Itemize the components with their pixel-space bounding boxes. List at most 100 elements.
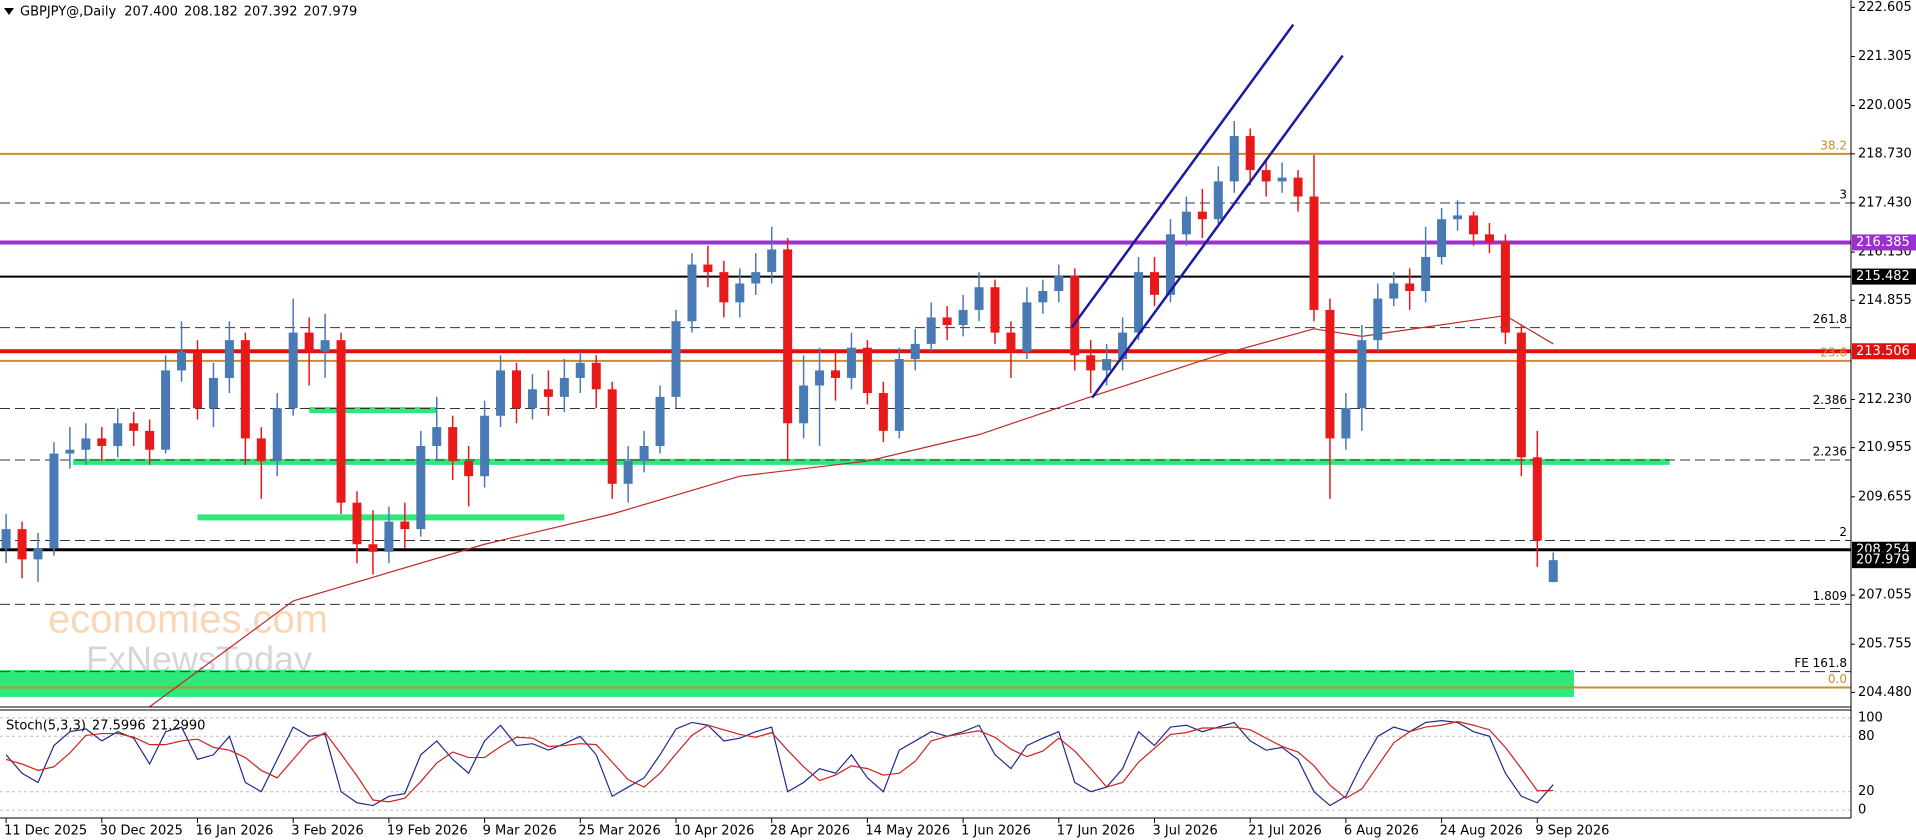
- candle-body: [735, 283, 745, 303]
- candle-body: [81, 438, 91, 450]
- candle-body: [17, 529, 27, 560]
- stoch-tick-label: 80: [1858, 729, 1875, 744]
- candle-body: [1213, 181, 1223, 220]
- stoch-line: [5, 720, 1554, 803]
- candle-body: [1293, 177, 1303, 197]
- stoch-line: [5, 720, 1554, 807]
- candle-body: [1469, 215, 1478, 235]
- candle-body: [559, 377, 569, 397]
- price-tag: [1852, 234, 1916, 251]
- candle-body: [1548, 560, 1558, 583]
- candle-body: [97, 438, 107, 446]
- candle-body: [448, 427, 458, 462]
- candle-body: [990, 287, 1000, 333]
- stoch-tick-label: 20: [1858, 784, 1875, 799]
- y-tick-label: 217.430: [1858, 195, 1912, 210]
- candle-body: [607, 389, 617, 484]
- level-label: 0.0: [1828, 672, 1847, 686]
- candle-body: [799, 385, 809, 424]
- x-tick-label: 14 May 2026: [865, 824, 950, 839]
- level-label: 38.2: [1820, 138, 1847, 152]
- candle-body: [831, 370, 840, 378]
- candle-body: [719, 272, 729, 303]
- candle-body: [512, 370, 521, 409]
- mid-layer: [1, 23, 1558, 807]
- candle-body: [145, 430, 155, 450]
- candle-body: [336, 340, 346, 503]
- level-label: FE 161.8: [1794, 656, 1847, 670]
- stoch-tick-label: 0: [1858, 803, 1866, 818]
- candle-body: [1134, 272, 1144, 333]
- level-label: 1.809: [1813, 589, 1847, 603]
- candle-body: [878, 393, 888, 431]
- x-tick-label: 6 Aug 2026: [1344, 824, 1419, 839]
- candle-body: [1102, 359, 1112, 371]
- candle-body: [1261, 170, 1271, 182]
- candle-body: [1532, 457, 1542, 541]
- candle-body: [1389, 283, 1399, 299]
- candle-body: [1309, 196, 1319, 310]
- level-label: 23.6: [1820, 345, 1847, 359]
- trendline: [1091, 54, 1344, 399]
- close-tag-label: 207.979: [1856, 553, 1910, 568]
- candle-body: [432, 427, 442, 446]
- candle-body: [1070, 275, 1080, 356]
- candle-body: [1453, 215, 1463, 220]
- candle-body: [256, 438, 266, 462]
- watermark: economies.com: [48, 598, 328, 642]
- x-tick-label: 16 Jan 2026: [196, 824, 274, 839]
- candle-body: [496, 370, 506, 416]
- candle-body: [161, 370, 171, 450]
- candle-body: [1054, 275, 1064, 292]
- y-tick-label: 209.655: [1858, 489, 1912, 504]
- x-tick-label: 9 Mar 2026: [483, 824, 557, 839]
- candle-body: [703, 264, 713, 273]
- y-tick-label: 207.055: [1858, 588, 1912, 603]
- candle-body: [1484, 234, 1494, 242]
- stoch-header-value: 27.5996: [92, 719, 146, 734]
- candle-body: [400, 521, 410, 530]
- price-tag-label: 215.482: [1856, 269, 1910, 284]
- level-label: 261.8: [1813, 312, 1847, 326]
- level-label: 2: [1839, 525, 1847, 539]
- x-tick-label: 28 Apr 2026: [770, 824, 850, 839]
- candle-body: [1405, 283, 1415, 292]
- chart-title: GBPJPY@,Daily: [20, 5, 116, 20]
- x-tick-label: 3 Feb 2026: [291, 824, 364, 839]
- candle-body: [671, 321, 681, 397]
- close-tag: [1852, 552, 1916, 569]
- x-tick-label: 3 Jul 2026: [1153, 824, 1218, 839]
- candle-body: [1245, 136, 1255, 171]
- candle-body: [320, 340, 330, 352]
- x-tick-label: 24 Aug 2026: [1440, 824, 1523, 839]
- y-tick-label: 204.480: [1858, 685, 1912, 700]
- candle-body: [304, 332, 314, 352]
- candle-body: [910, 343, 920, 360]
- candle-body: [1341, 408, 1351, 439]
- candle-body: [177, 351, 187, 371]
- candle-body: [591, 362, 601, 390]
- candle-body: [352, 502, 362, 545]
- y-tick-label: 205.755: [1858, 637, 1912, 652]
- x-tick-label: 11 Dec 2025: [4, 824, 87, 839]
- x-tick-label: 25 Mar 2026: [578, 824, 660, 839]
- candle-body: [272, 408, 282, 462]
- candle-body: [65, 449, 75, 454]
- candle-body: [1165, 234, 1175, 295]
- x-tick-label: 1 Jun 2026: [961, 824, 1031, 839]
- price-tag: [1852, 268, 1916, 285]
- candle-body: [846, 347, 856, 378]
- candle-body: [862, 347, 872, 394]
- candle-body: [1516, 332, 1526, 458]
- candle-body: [1437, 219, 1447, 258]
- candle-body: [1325, 309, 1335, 439]
- stoch-header-value: 21.2990: [152, 719, 206, 734]
- candle-body: [1181, 211, 1191, 235]
- candle-body: [783, 249, 793, 424]
- x-tick-label: 17 Jun 2026: [1057, 824, 1135, 839]
- candle-body: [958, 309, 968, 326]
- candle-body: [1150, 272, 1159, 295]
- candle-body: [1006, 332, 1016, 352]
- candle-body: [1357, 340, 1367, 409]
